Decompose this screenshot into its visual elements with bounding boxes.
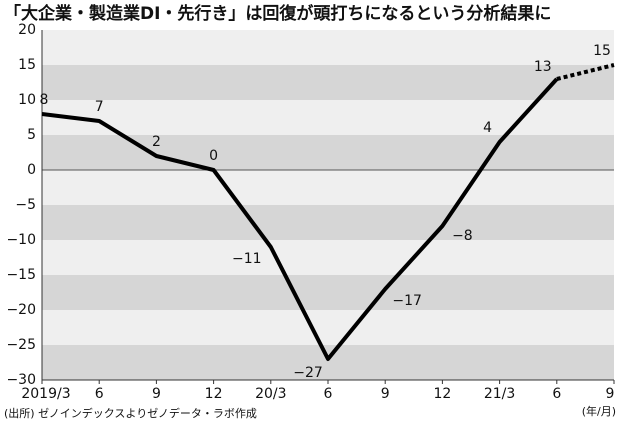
y-tick-label: −5 (15, 197, 36, 213)
x-tick-label: 9 (152, 386, 161, 402)
y-tick-label: −25 (6, 337, 36, 353)
band (42, 310, 614, 345)
band (42, 345, 614, 380)
x-tick-label: 12 (433, 386, 451, 402)
data-label: −17 (392, 293, 422, 309)
y-tick-label: −10 (6, 232, 36, 248)
data-label: 0 (209, 148, 218, 164)
x-tick-label: 6 (552, 386, 561, 402)
x-tick-label: 6 (324, 386, 333, 402)
x-tick-label: 9 (606, 386, 615, 402)
y-tick-label: 10 (18, 92, 36, 108)
band (42, 30, 614, 65)
data-label: 13 (534, 59, 552, 75)
band (42, 240, 614, 275)
band (42, 275, 614, 310)
y-tick-label: −30 (6, 372, 36, 388)
data-label: −11 (232, 251, 262, 267)
chart-title: 「大企業・製造業DI・先行き」は回復が頭打ちになるという分析結果に (4, 3, 551, 24)
y-tick-label: 0 (27, 162, 36, 178)
data-label: 4 (483, 120, 492, 136)
data-label: 7 (95, 99, 104, 115)
data-label: 15 (593, 43, 611, 59)
y-tick-label: 20 (18, 22, 36, 38)
x-tick-label: 6 (95, 386, 104, 402)
x-tick-label: 9 (381, 386, 390, 402)
data-label: −8 (452, 228, 473, 244)
x-unit: (年/月) (582, 404, 616, 418)
band (42, 65, 614, 100)
x-tick-label: 12 (205, 386, 223, 402)
x-tick-label: 2019/3 (21, 386, 70, 402)
line (41, 77, 559, 361)
data-label: 2 (152, 134, 161, 150)
band (42, 100, 614, 135)
band (42, 170, 614, 205)
data-label: −27 (293, 365, 323, 381)
band (42, 135, 614, 170)
data-label: 8 (40, 92, 49, 108)
y-tick-label: 15 (18, 57, 36, 73)
source-note: (出所) ゼノインデックスよりゼノデータ・ラボ作成 (4, 406, 257, 420)
y-tick-label: −15 (6, 267, 36, 283)
y-tick-label: 5 (27, 127, 36, 143)
y-tick-label: −20 (6, 302, 36, 318)
forecast-line (556, 63, 615, 81)
x-tick-label: 20/3 (255, 386, 286, 402)
x-tick-label: 21/3 (484, 386, 515, 402)
band (42, 205, 614, 240)
